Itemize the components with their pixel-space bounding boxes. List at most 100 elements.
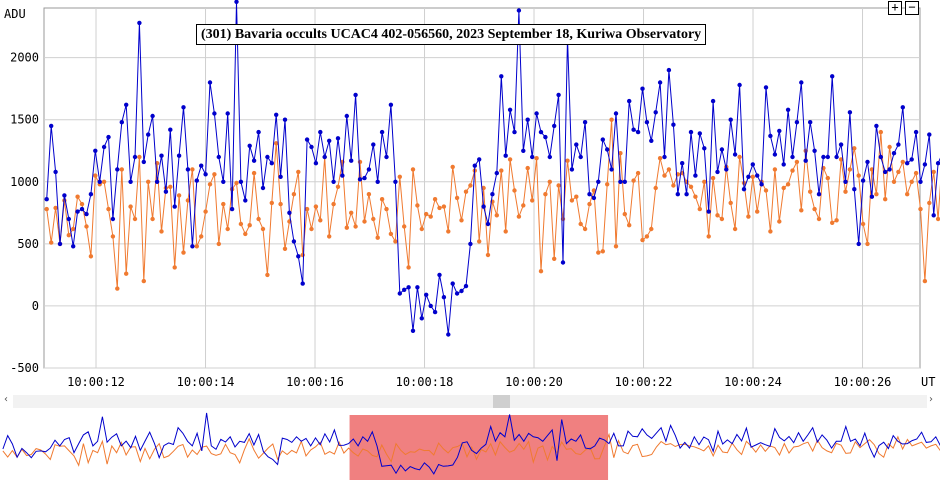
data-point bbox=[631, 127, 636, 132]
zoom-out-button[interactable]: − bbox=[905, 1, 919, 15]
data-point bbox=[269, 200, 274, 206]
data-point bbox=[812, 206, 817, 212]
data-point bbox=[397, 174, 402, 179]
data-point bbox=[684, 192, 689, 197]
data-point bbox=[75, 194, 80, 199]
data-point bbox=[702, 146, 707, 151]
chevron-left-icon[interactable]: ‹ bbox=[4, 394, 8, 405]
x-tick-label: 10:00:18 bbox=[396, 375, 454, 389]
data-point bbox=[477, 239, 482, 244]
data-point bbox=[543, 192, 548, 197]
zoom-in-button[interactable]: + bbox=[888, 1, 902, 15]
data-point bbox=[309, 226, 314, 232]
data-point bbox=[627, 223, 632, 228]
data-point bbox=[816, 192, 822, 197]
data-point bbox=[931, 169, 936, 175]
data-point bbox=[216, 154, 221, 160]
y-tick-label: 0 bbox=[32, 299, 39, 313]
data-point bbox=[463, 189, 469, 194]
scrollbar-thumb[interactable] bbox=[493, 395, 510, 408]
data-point bbox=[719, 216, 725, 222]
data-point bbox=[481, 185, 486, 191]
data-point bbox=[799, 80, 804, 85]
overview-selection[interactable] bbox=[349, 415, 609, 480]
data-point bbox=[560, 260, 566, 265]
data-point bbox=[843, 189, 848, 194]
data-point bbox=[569, 167, 575, 172]
data-point bbox=[494, 170, 499, 176]
data-point bbox=[900, 159, 905, 165]
data-point bbox=[256, 129, 261, 135]
data-point bbox=[221, 179, 226, 184]
data-point bbox=[313, 204, 319, 209]
data-point bbox=[755, 209, 760, 214]
data-point bbox=[93, 148, 98, 153]
data-point bbox=[869, 167, 875, 172]
data-point bbox=[671, 122, 676, 127]
data-point bbox=[763, 188, 769, 193]
data-point bbox=[785, 107, 791, 113]
data-point bbox=[768, 133, 773, 139]
data-point bbox=[609, 117, 614, 122]
data-point bbox=[790, 168, 795, 173]
data-point bbox=[874, 123, 879, 129]
data-point bbox=[119, 167, 125, 172]
data-point bbox=[172, 265, 177, 270]
x-tick-label: 10:00:16 bbox=[286, 375, 344, 389]
data-point bbox=[229, 206, 235, 212]
data-point bbox=[922, 162, 928, 167]
data-point bbox=[883, 197, 888, 202]
data-point bbox=[53, 169, 58, 175]
data-point bbox=[763, 85, 769, 90]
data-point bbox=[534, 111, 539, 116]
chevron-right-icon[interactable]: › bbox=[929, 394, 933, 405]
data-point bbox=[154, 179, 160, 184]
data-point bbox=[132, 216, 138, 222]
data-point bbox=[437, 272, 442, 278]
data-point bbox=[375, 235, 380, 240]
data-point bbox=[459, 288, 464, 294]
data-point bbox=[274, 112, 279, 118]
data-point bbox=[450, 281, 455, 286]
data-point bbox=[887, 167, 892, 172]
data-point bbox=[830, 74, 835, 79]
data-point bbox=[591, 195, 597, 201]
data-point bbox=[260, 226, 266, 232]
data-point bbox=[657, 80, 663, 85]
data-point bbox=[441, 295, 447, 300]
data-point bbox=[927, 132, 932, 137]
scrollbar-track[interactable] bbox=[13, 395, 927, 408]
x-tick-label: 10:00:24 bbox=[724, 375, 782, 389]
data-point bbox=[71, 244, 76, 249]
data-point bbox=[693, 194, 698, 199]
data-point bbox=[388, 231, 394, 237]
data-point bbox=[653, 185, 658, 191]
data-point bbox=[124, 102, 129, 108]
data-point bbox=[710, 98, 716, 104]
data-point bbox=[150, 113, 155, 119]
data-point bbox=[631, 178, 636, 183]
data-point bbox=[706, 234, 711, 239]
data-point bbox=[710, 175, 716, 181]
data-point bbox=[349, 210, 354, 215]
data-point bbox=[49, 240, 54, 245]
data-point bbox=[578, 221, 583, 227]
data-point bbox=[737, 82, 742, 88]
data-point bbox=[428, 214, 433, 219]
data-point bbox=[852, 187, 857, 192]
data-point bbox=[371, 216, 376, 222]
data-point bbox=[543, 134, 548, 140]
data-point bbox=[278, 201, 283, 207]
data-point bbox=[199, 234, 204, 239]
data-point bbox=[304, 206, 310, 212]
data-point bbox=[653, 110, 658, 115]
data-point bbox=[357, 159, 363, 165]
data-point bbox=[905, 192, 910, 197]
data-point bbox=[649, 138, 654, 143]
data-point bbox=[499, 74, 504, 79]
data-point bbox=[808, 189, 813, 194]
data-point bbox=[702, 179, 707, 184]
data-point bbox=[900, 105, 905, 110]
data-point bbox=[728, 200, 733, 206]
